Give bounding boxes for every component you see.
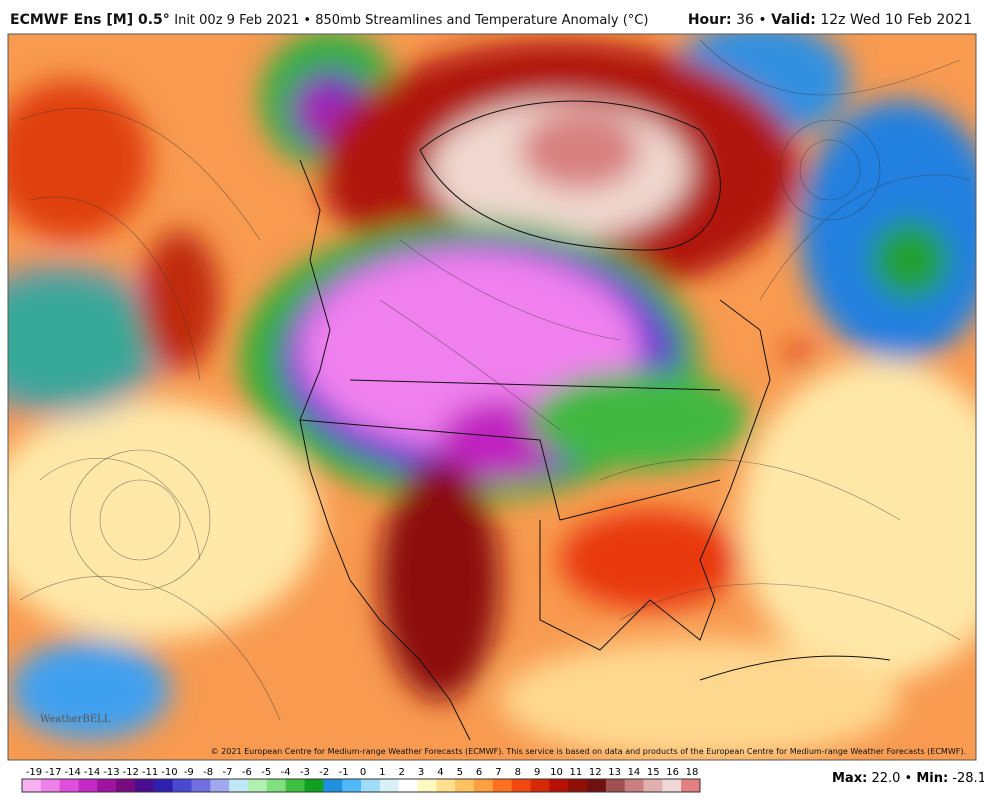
colorbar-label: -5 — [261, 767, 271, 778]
map — [8, 34, 976, 760]
colorbar-swatch — [492, 779, 513, 792]
colorbar-swatch — [379, 779, 400, 792]
max: 22.0 • — [871, 771, 912, 786]
colorbar-label: -14 — [84, 767, 100, 778]
colorbar-swatch — [662, 779, 682, 792]
colorbar-swatch — [549, 779, 569, 792]
colorbar-label: 11 — [570, 767, 583, 778]
colorbar-swatch — [266, 779, 287, 792]
colorbar-label: -17 — [45, 767, 61, 778]
colorbar-label: 7 — [495, 767, 501, 778]
colorbar-label: -14 — [65, 767, 81, 778]
colorbar-label: 0 — [360, 767, 366, 778]
colorbar-swatch — [304, 779, 324, 792]
min: -28.1 — [952, 771, 984, 786]
hour-label: Hour: — [687, 12, 732, 28]
colorbar: -19 -17 -14 -14 -13 -12 -11 -10 -9 -8 -7 -6 -5 -4 -3 -2… — [21, 767, 701, 793]
colorbar-label: 15 — [647, 767, 660, 778]
colorbar-swatch — [172, 779, 192, 792]
colorbar-swatch — [116, 779, 136, 792]
colorbar-swatch — [530, 779, 550, 792]
colorbar-label: -9 — [184, 767, 194, 778]
colorbar-swatch — [78, 779, 98, 792]
colorbar-swatch — [624, 779, 644, 792]
colorbar-label: -13 — [103, 767, 119, 778]
hour: 36 • — [736, 12, 767, 28]
colorbar-swatch — [417, 779, 437, 792]
colorbar-swatch — [436, 779, 456, 792]
colorbar-label: 4 — [437, 767, 443, 778]
colorbar-frame — [21, 778, 701, 793]
colorbar-swatch — [643, 779, 663, 792]
colorbar-swatch — [40, 779, 61, 792]
colorbar-label: 3 — [418, 767, 424, 778]
colorbar-swatch — [398, 779, 418, 792]
colorbar-swatch — [191, 779, 211, 792]
colorbar-label: 9 — [534, 767, 540, 778]
max-label: Max: — [832, 771, 867, 786]
colorbar-label: -1 — [339, 767, 349, 778]
map-frame — [7, 33, 977, 761]
model: ECMWF Ens [M] 0.5° — [10, 12, 170, 28]
colorbar-label: 1 — [379, 767, 385, 778]
colorbar-swatch — [248, 779, 268, 792]
colorbar-label: -2 — [319, 767, 329, 778]
logo: WeatherBELL — [40, 714, 111, 725]
colorbar-label: -4 — [281, 767, 291, 778]
init: Init 00z 9 Feb 2021 • 850mb Streamlines … — [174, 13, 649, 28]
colorbar-swatch — [59, 779, 79, 792]
colorbar-label: 2 — [399, 767, 405, 778]
colorbar-label: 5 — [457, 767, 463, 778]
colorbar-label: -12 — [123, 767, 139, 778]
colorbar-swatch — [210, 779, 230, 792]
colorbar-swatch — [229, 779, 249, 792]
colorbar-label: -6 — [242, 767, 252, 778]
valid-info: Hour: 36 • Valid: 12z Wed 10 Feb 2021 — [688, 12, 972, 28]
colorbar-swatch — [681, 779, 701, 792]
min-label: Min: — [916, 771, 948, 786]
colorbar-swatch — [474, 779, 494, 792]
colorbar-swatch — [361, 779, 381, 792]
colorbar-swatch — [455, 779, 475, 792]
colorbar-swatch — [568, 779, 588, 792]
colorbar-label: 16 — [666, 767, 679, 778]
colorbar-label: -19 — [26, 767, 42, 778]
colorbar-label: -10 — [161, 767, 177, 778]
colorbar-label: -8 — [203, 767, 213, 778]
valid-label: Valid: — [771, 12, 816, 28]
valid: 12z Wed 10 Feb 2021 — [820, 12, 972, 28]
colorbar-label: 10 — [550, 767, 563, 778]
copyright: © 2021 European Centre for Medium-range … — [211, 747, 966, 756]
colorbar-swatch — [153, 779, 174, 792]
colorbar-label: 8 — [515, 767, 521, 778]
colorbar-label: -7 — [223, 767, 233, 778]
colorbar-label: 12 — [589, 767, 602, 778]
max-min: Max: 22.0 • Min: -28.1 — [832, 771, 984, 786]
colorbar-swatch — [97, 779, 117, 792]
colorbar-label: -3 — [300, 767, 310, 778]
colorbar-label: 18 — [686, 767, 699, 778]
colorbar-label: 14 — [628, 767, 641, 778]
colorbar-swatch — [342, 779, 362, 792]
colorbar-label: -11 — [142, 767, 158, 778]
colorbar-label: 6 — [476, 767, 482, 778]
colorbar-swatch — [323, 779, 343, 792]
colorbar-swatch — [511, 779, 531, 792]
colorbar-swatch — [587, 779, 607, 792]
colorbar-label: 13 — [608, 767, 621, 778]
colorbar-swatch — [22, 779, 42, 792]
colorbar-swatch — [135, 779, 155, 792]
title: ECMWF Ens [M] 0.5° Init 00z 9 Feb 2021 •… — [10, 12, 648, 28]
colorbar-swatch — [285, 779, 305, 792]
colorbar-swatch — [605, 779, 626, 792]
